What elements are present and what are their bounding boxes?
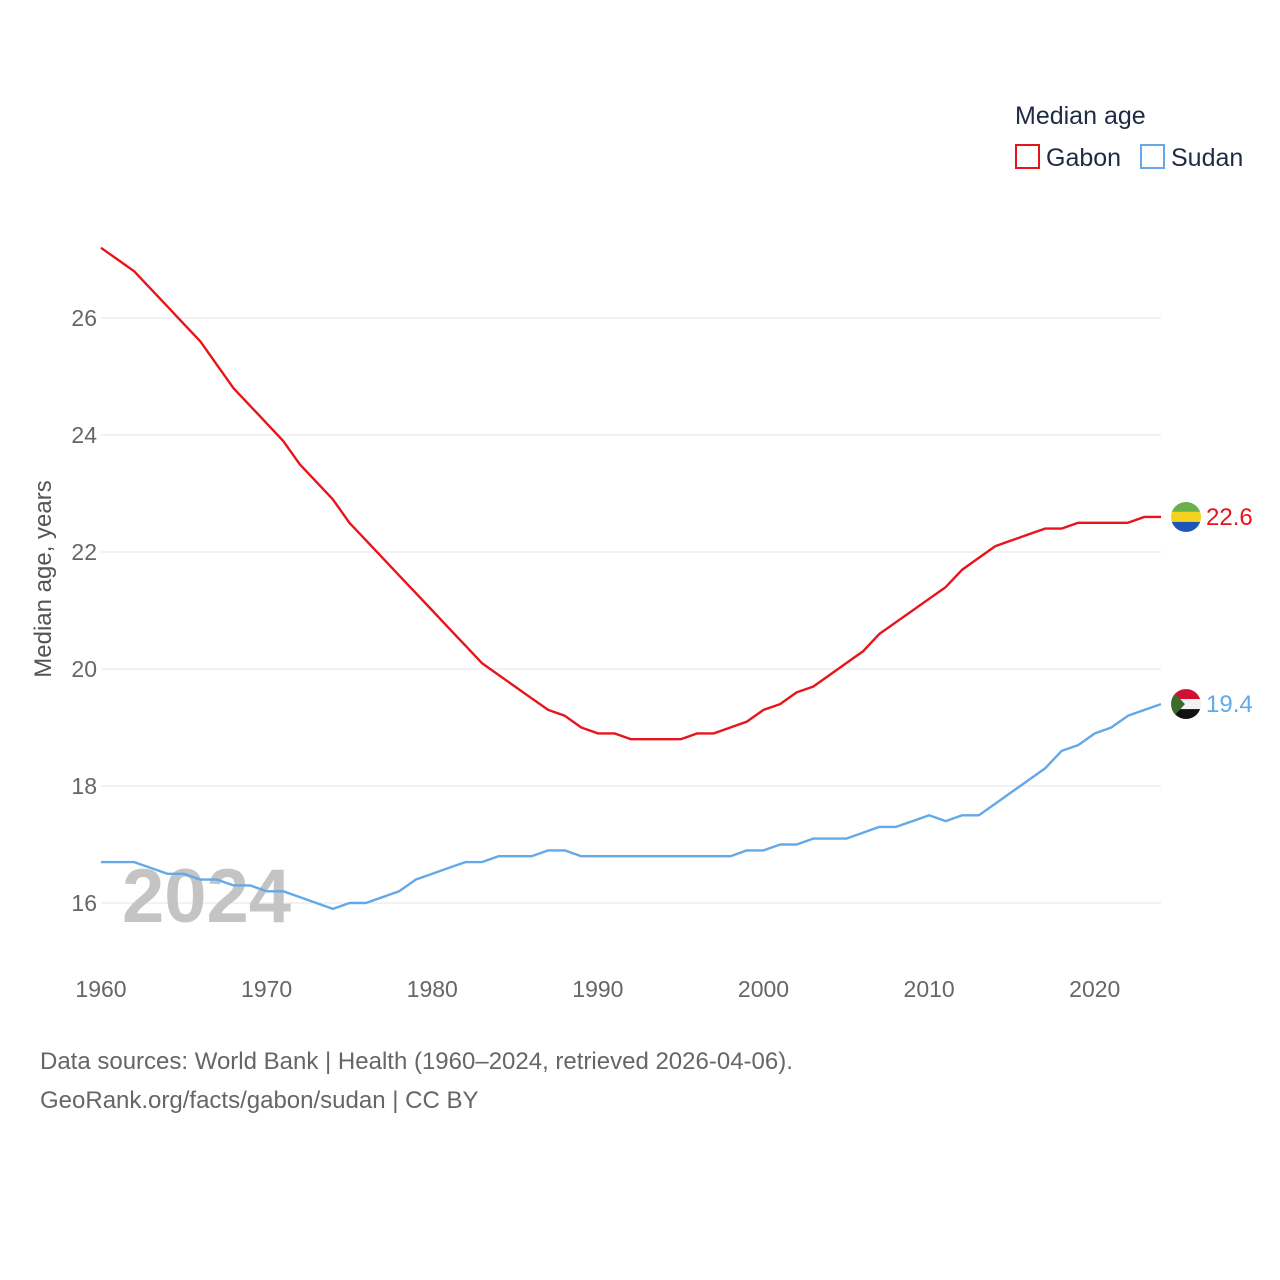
data-source-text: Data sources: World Bank | Health (1960–… bbox=[40, 1048, 793, 1075]
y-axis-label: Median age, years bbox=[30, 480, 57, 677]
series-line-sudan[interactable] bbox=[101, 702, 1162, 911]
legend-title: Median age bbox=[1015, 102, 1146, 130]
gabon-flag-icon bbox=[1171, 502, 1201, 532]
x-tick-label: 2000 bbox=[738, 976, 789, 1002]
series-lines bbox=[100, 246, 1162, 911]
legend-swatch-sudan bbox=[1140, 144, 1165, 169]
x-tick-label: 1980 bbox=[407, 976, 458, 1002]
x-tick-label: 2010 bbox=[904, 976, 955, 1002]
y-tick-label: 22 bbox=[71, 539, 97, 565]
end-value-label-sudan: 19.4 bbox=[1206, 691, 1253, 718]
x-tick-label: 1960 bbox=[75, 976, 126, 1002]
y-tick-label: 24 bbox=[71, 422, 97, 448]
x-tick-label: 1970 bbox=[241, 976, 292, 1002]
gridlines bbox=[101, 317, 1161, 904]
end-value-label-gabon: 22.6 bbox=[1206, 504, 1253, 531]
series-line-gabon[interactable] bbox=[100, 246, 1161, 741]
legend-item-sudan[interactable]: Sudan bbox=[1140, 144, 1243, 172]
legend-swatch-gabon bbox=[1015, 144, 1040, 169]
legend: Median age Gabon Sudan bbox=[1015, 102, 1243, 172]
y-tick-label: 16 bbox=[71, 890, 97, 916]
credit-link[interactable]: GeoRank.org/facts/gabon/sudan | CC BY bbox=[40, 1087, 479, 1114]
y-tick-label: 20 bbox=[71, 656, 97, 682]
y-tick-label: 18 bbox=[71, 773, 97, 799]
y-axis-ticks: 16 18 20 22 24 26 bbox=[71, 305, 97, 916]
source-notes: Data sources: World Bank | Health (1960–… bbox=[40, 1042, 793, 1120]
sudan-flag-icon bbox=[1171, 689, 1201, 719]
x-axis-ticks: 1960 1970 1980 1990 2000 2010 2020 bbox=[75, 976, 1120, 1002]
series-end-markers: 22.6 19.4 bbox=[1171, 502, 1253, 719]
legend-item-gabon[interactable]: Gabon bbox=[1015, 144, 1121, 172]
legend-label-sudan: Sudan bbox=[1171, 144, 1243, 172]
x-tick-label: 1990 bbox=[572, 976, 623, 1002]
x-tick-label: 2020 bbox=[1069, 976, 1120, 1002]
line-chart: 16 18 20 22 24 26 1960 1970 1980 1990 2000 2010 202… bbox=[30, 102, 1253, 1002]
y-tick-label: 26 bbox=[71, 305, 97, 331]
legend-label-gabon: Gabon bbox=[1046, 144, 1121, 172]
